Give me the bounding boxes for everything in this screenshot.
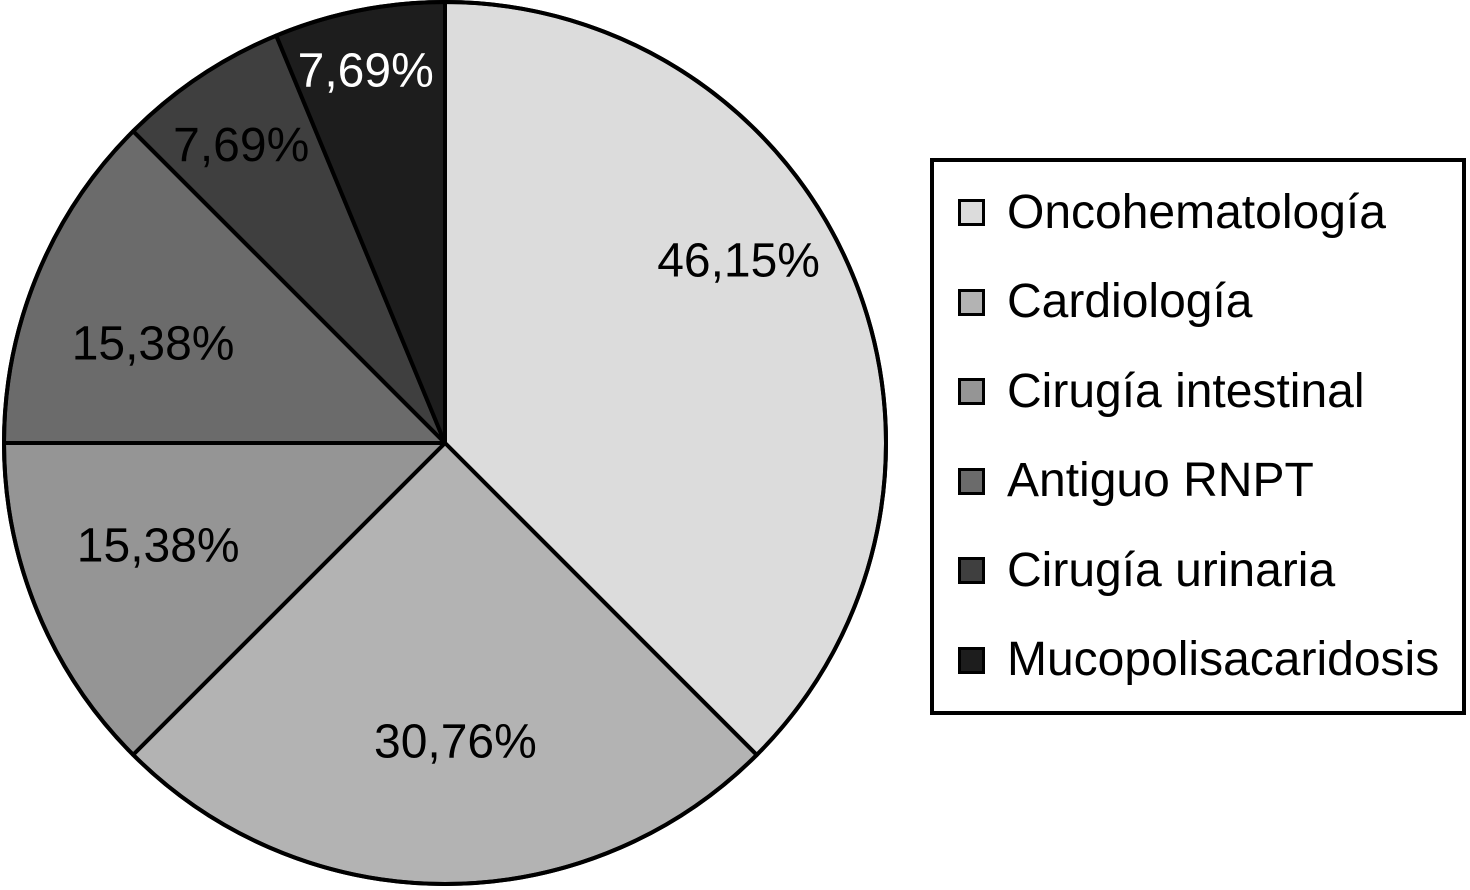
legend-item-0: Oncohematología <box>958 169 1462 257</box>
legend-item-1: Cardiología <box>958 258 1462 346</box>
slice-label-4: 7,69% <box>173 119 309 172</box>
slice-label-2: 15,38% <box>77 519 240 572</box>
slice-label-5: 7,69% <box>298 45 434 98</box>
legend-label: Cardiología <box>1007 275 1253 329</box>
legend-label: Mucopolisacaridosis <box>1007 633 1440 687</box>
legend-swatch-icon <box>958 199 985 227</box>
pie-chart: 46,15% 30,76% 15,38% 15,38% 7,69% 7,69% <box>2 0 888 886</box>
legend: Oncohematología Cardiología Cirugía intest… <box>930 158 1466 715</box>
legend-item-4: Cirugía urinaria <box>958 527 1462 615</box>
legend-label: Cirugía intestinal <box>1007 364 1365 418</box>
legend-item-3: Antiguo RNPT <box>958 437 1462 525</box>
slice-label-1: 30,76% <box>374 715 537 768</box>
legend-item-2: Cirugía intestinal <box>958 348 1462 436</box>
legend-swatch-icon <box>958 646 985 674</box>
legend-label: Oncohematología <box>1007 185 1386 239</box>
legend-swatch-icon <box>958 288 985 316</box>
slice-label-3: 15,38% <box>72 317 235 370</box>
legend-swatch-icon <box>958 467 985 495</box>
legend-label: Antiguo RNPT <box>1007 454 1314 508</box>
slice-label-0: 46,15% <box>657 234 820 287</box>
legend-item-5: Mucopolisacaridosis <box>958 616 1462 704</box>
legend-label: Cirugía urinaria <box>1007 543 1336 597</box>
legend-swatch-icon <box>958 557 985 585</box>
legend-swatch-icon <box>958 378 985 406</box>
pie-outline <box>2 0 888 886</box>
